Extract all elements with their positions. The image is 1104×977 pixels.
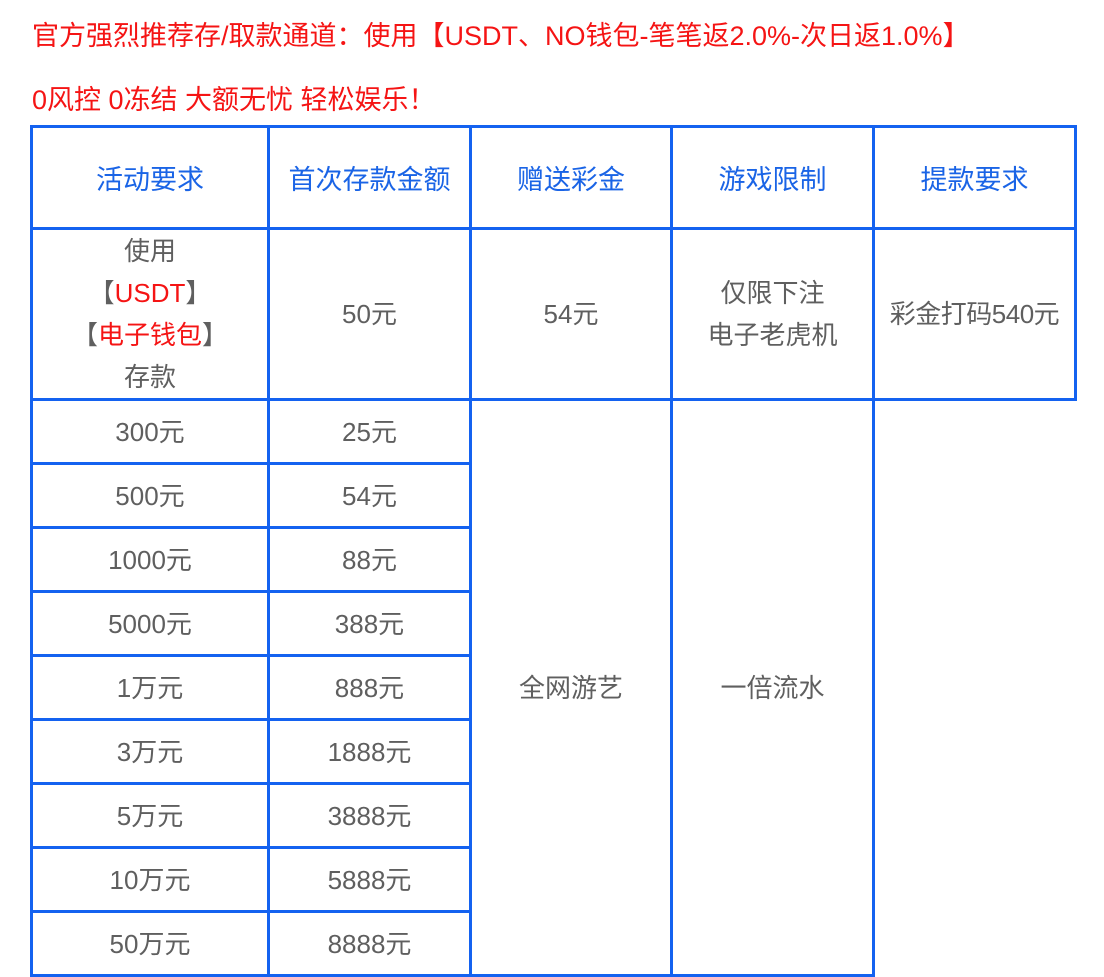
table-row: 使用 【USDT】 【电子钱包】 存款 50元 54元 仅限下注 电子老虎机 彩金… [30, 227, 1077, 401]
deposit-cell: 1000元 [30, 526, 270, 593]
deposit-cell: 50万元 [30, 910, 270, 977]
withdraw-cell: 一倍流水 [670, 398, 875, 977]
deposit-cell: 500元 [30, 462, 270, 529]
header-bonus: 赠送彩金 [469, 125, 673, 230]
requirement-text: 存款 [123, 362, 176, 392]
game-limit-cell: 全网游艺 [469, 398, 673, 977]
header-requirement: 活动要求 [30, 125, 270, 230]
promotion-table: 活动要求 首次存款金额 赠送彩金 游戏限制 提款要求 使用 【USDT】 【电子… [30, 125, 1077, 977]
header-withdraw: 提款要求 [872, 125, 1077, 230]
table-row: 1000元 88元 [30, 526, 1076, 593]
header-deposit: 首次存款金额 [267, 125, 472, 230]
table-row: 5万元 3888元 [30, 782, 1076, 849]
bonus-cell: 54元 [469, 227, 673, 401]
deposit-cell: 5万元 [30, 782, 270, 849]
bonus-cell: 3888元 [267, 782, 472, 849]
table-row: 3万元 1888元 [30, 718, 1076, 785]
requirement-wallet: 【电子钱包】 [71, 320, 229, 350]
game-limit-cell: 仅限下注 电子老虎机 [670, 227, 875, 401]
header-row: 活动要求 首次存款金额 赠送彩金 游戏限制 提款要求 [30, 125, 1077, 230]
table-row: 500元 54元 [30, 462, 1076, 529]
notice-line-1: 官方强烈推荐存/取款通道：使用【USDT、NO钱包-笔笔返2.0%-次日返1.0… [32, 21, 970, 51]
deposit-cell: 300元 [30, 398, 270, 465]
deposit-cell: 3万元 [30, 718, 270, 785]
table-row: 5000元 388元 [30, 590, 1076, 657]
bonus-cell: 1888元 [267, 718, 472, 785]
deposit-cell: 5000元 [30, 590, 270, 657]
requirement-usdt: 【USDT】 [88, 278, 212, 308]
withdraw-cell: 彩金打码540元 [872, 227, 1077, 401]
bonus-cell: 88元 [267, 526, 472, 593]
deposit-cell: 50元 [267, 227, 472, 401]
table-row: 300元 25元 全网游艺 一倍流水 [30, 398, 1076, 977]
table-row: 10万元 5888元 [30, 846, 1076, 913]
deposit-cell: 1万元 [30, 654, 270, 721]
bonus-cell: 388元 [267, 590, 472, 657]
bonus-cell: 25元 [267, 398, 472, 465]
bonus-cell: 54元 [267, 462, 472, 529]
requirement-cell: 使用 【USDT】 【电子钱包】 存款 [30, 227, 270, 401]
requirement-text: 使用 [123, 236, 176, 266]
bonus-cell: 888元 [267, 654, 472, 721]
header-game-limit: 游戏限制 [670, 125, 875, 230]
table-row: 1万元 888元 [30, 654, 1076, 721]
notice-line-2: 0风控 0冻结 大额无忧 轻松娱乐！ [32, 85, 436, 115]
bonus-cell: 5888元 [267, 846, 472, 913]
deposit-cell: 10万元 [30, 846, 270, 913]
bonus-cell: 8888元 [267, 910, 472, 977]
